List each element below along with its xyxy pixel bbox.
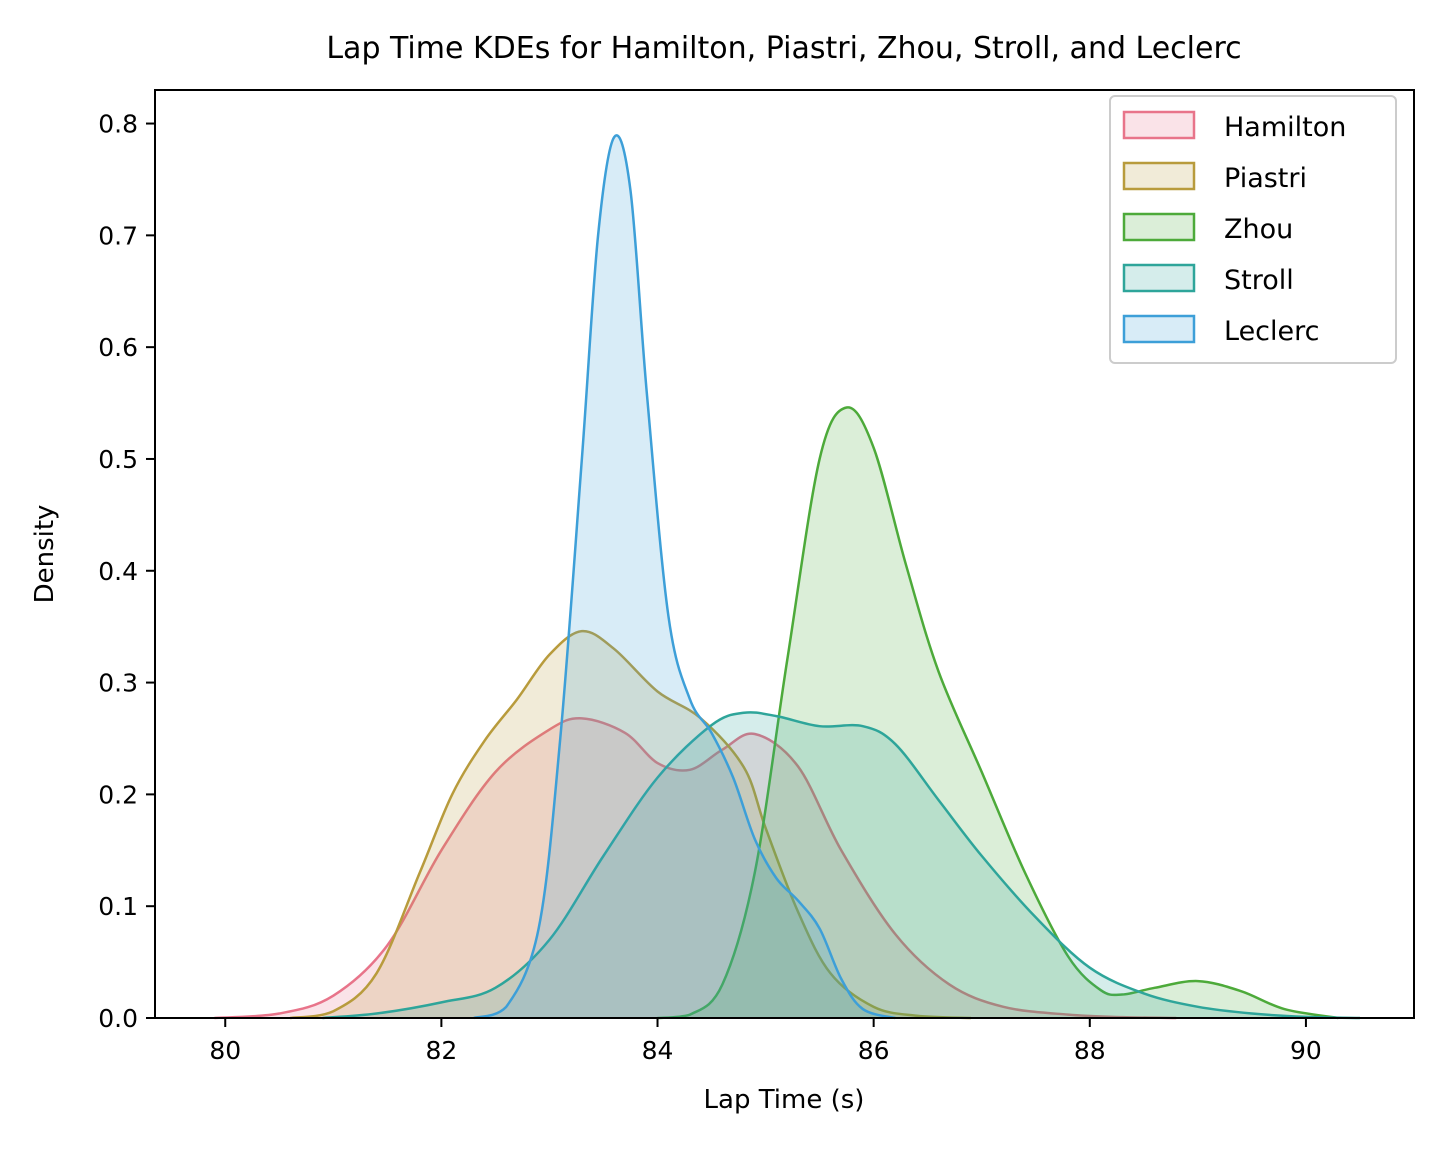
leclerc-legend-swatch	[1122, 314, 1196, 344]
hamilton-density-line	[214, 717, 1177, 1020]
y-axis: 0.0 0.1 0.2 0.3 0.4 0.5 0.6 0.7 0.8	[98, 110, 155, 1033]
chart-title: Lap Time KDEs for Hamilton, Piastri, Zho…	[326, 31, 1241, 66]
x-tick-label: 84	[642, 1036, 674, 1065]
stroll-density-line	[322, 711, 1360, 1020]
hamilton-density-fill	[214, 718, 1177, 1018]
x-tick-label: 80	[209, 1036, 241, 1065]
y-tick-label: 0.2	[98, 780, 138, 809]
y-tick-label: 0.8	[98, 110, 138, 139]
piastri-legend-swatch	[1122, 161, 1196, 191]
y-tick-label: 0.0	[98, 1004, 138, 1033]
zhou-legend-label: Zhou	[1224, 214, 1293, 245]
leclerc-density-fill	[473, 135, 896, 1018]
y-axis-label: Density	[30, 505, 60, 604]
leclerc-legend-label: Leclerc	[1224, 316, 1320, 347]
leclerc-legend-swatch-bg	[1124, 316, 1194, 342]
x-axis: 80 82 84 86 88 90	[209, 1018, 1322, 1065]
stroll-legend-swatch-bg	[1124, 265, 1194, 291]
zhou-density-line	[657, 406, 1339, 1020]
piastri-density-fill	[290, 631, 971, 1018]
y-tick-label: 0.5	[98, 445, 138, 474]
zhou-legend-swatch-bg	[1124, 214, 1194, 240]
stroll-legend-label: Stroll	[1224, 265, 1294, 296]
x-tick-label: 90	[1290, 1036, 1322, 1065]
zhou-legend-swatch	[1122, 212, 1196, 242]
x-tick-label: 86	[858, 1036, 890, 1065]
hamilton-legend-swatch	[1122, 110, 1196, 140]
hamilton-legend-label: Hamilton	[1224, 112, 1346, 143]
plot-frame	[154, 89, 1415, 1019]
leclerc-density-line	[473, 134, 896, 1020]
stroll-legend-swatch	[1122, 263, 1196, 293]
y-tick-label: 0.4	[98, 557, 138, 586]
legend: Hamilton Piastri Zhou Stroll Leclerc	[1109, 95, 1397, 364]
y-tick-label: 0.7	[98, 221, 138, 250]
x-axis-label: Lap Time (s)	[704, 1085, 865, 1115]
hamilton-legend-swatch-bg	[1124, 112, 1194, 138]
zhou-density-fill	[657, 407, 1339, 1018]
y-tick-label: 0.6	[98, 333, 138, 362]
piastri-density-line	[289, 629, 971, 1020]
y-tick-label: 0.1	[98, 892, 138, 921]
series-layer	[214, 134, 1360, 1020]
piastri-legend-swatch-bg	[1124, 163, 1194, 189]
x-tick-label: 82	[425, 1036, 457, 1065]
x-tick-label: 88	[1074, 1036, 1106, 1065]
piastri-legend-label: Piastri	[1224, 163, 1307, 194]
stroll-density-fill	[322, 712, 1360, 1018]
y-tick-label: 0.3	[98, 669, 138, 698]
